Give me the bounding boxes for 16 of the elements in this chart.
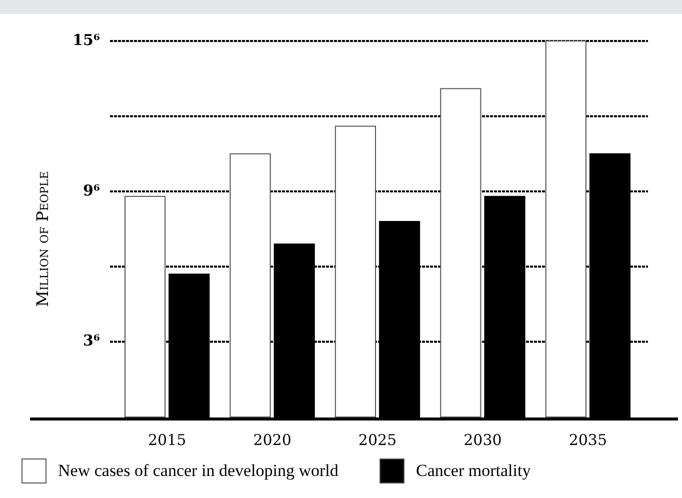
y-tick-label: 15⁶ xyxy=(72,30,100,49)
bar xyxy=(124,196,166,418)
x-tick-label: 2015 xyxy=(148,431,186,449)
y-tick-label: 9⁶ xyxy=(82,181,100,200)
x-tick-label: 2020 xyxy=(253,431,292,449)
bar xyxy=(334,126,376,418)
x-tick-label: 2030 xyxy=(464,431,502,449)
x-tick-label: 2025 xyxy=(358,431,397,449)
bar xyxy=(440,88,482,418)
bar xyxy=(230,153,271,418)
bar xyxy=(545,40,586,418)
x-tick-label: 2035 xyxy=(568,431,608,449)
y-tick-label: 3⁶ xyxy=(82,332,100,350)
legend-label: Cancer mortality xyxy=(416,461,532,480)
legend-label: New cases of cancer in developing world xyxy=(58,461,339,480)
y-axis-title: Million of People xyxy=(33,171,52,307)
